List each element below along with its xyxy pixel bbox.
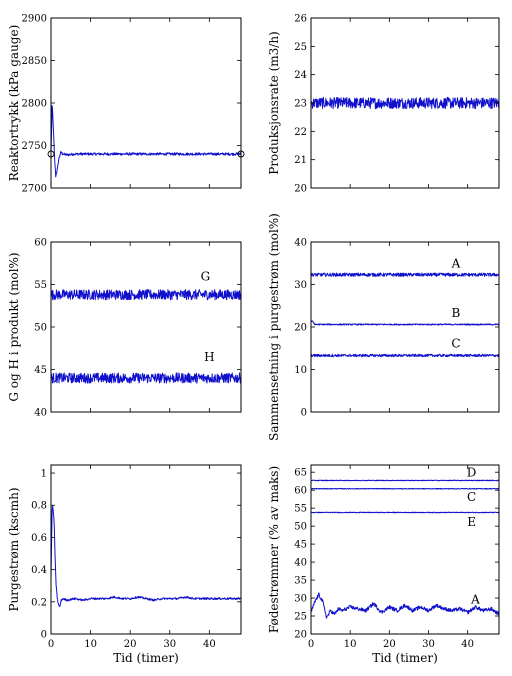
y-tick-label: 60	[294, 486, 307, 497]
x-tick-label: 30	[163, 639, 176, 650]
series-annotation-d: D	[467, 466, 477, 480]
y-tick-label: 35	[294, 576, 307, 587]
y-tick-label: 40	[34, 408, 47, 419]
y-tick-label: 20	[294, 323, 307, 334]
y-tick-label: 40	[294, 238, 307, 249]
chart-panel-4: 0 10 20 30 40 Sammensetning i purgestrøm (mol…	[267, 213, 500, 441]
y-tick-label: 55	[34, 280, 47, 291]
x-tick-label: 20	[383, 639, 396, 650]
plot-area-frame	[50, 464, 242, 635]
y-tick-label: 60	[34, 238, 47, 249]
x-tick-label: 40	[203, 639, 216, 650]
series-line-1	[310, 96, 500, 110]
plot-area-frame	[50, 17, 242, 189]
y-tick-label: 25	[294, 612, 307, 623]
series-line-1	[50, 105, 242, 178]
y-axis-label: Sammensetning i purgestrøm (mol%)	[267, 213, 281, 441]
series-line-1	[50, 505, 242, 608]
y-tick-label: 21	[294, 155, 307, 166]
series-annotation-g: G	[201, 269, 211, 283]
series-annotation-b: B	[452, 306, 461, 320]
y-tick-label: 50	[294, 522, 307, 533]
x-tick-label: 30	[422, 639, 435, 650]
y-tick-label: 1	[41, 469, 47, 480]
y-tick-label: 30	[294, 594, 307, 605]
y-tick-label: 40	[294, 558, 307, 569]
series-line-b	[310, 320, 500, 326]
series-annotation-a: A	[451, 257, 461, 271]
y-tick-label: 2800	[22, 99, 47, 110]
y-tick-label: 50	[34, 323, 47, 334]
x-tick-label: 10	[344, 639, 357, 650]
series-annotation-h: H	[204, 350, 214, 364]
y-tick-label: 10	[294, 365, 307, 376]
series-line-a	[310, 272, 500, 277]
series-annotation-a: A	[470, 592, 480, 606]
y-tick-label: 20	[294, 184, 307, 195]
y-tick-label: 2750	[22, 141, 47, 152]
chart-panel-6: 20 25 30 35 40 45 50 55 60 65 0 10 20 30 40 Fødestrømme…	[267, 464, 500, 665]
series-line-c	[310, 487, 500, 490]
y-tick-label: 0	[41, 630, 47, 641]
y-tick-label: 20	[294, 630, 307, 641]
plot-area-frame	[310, 241, 500, 413]
y-tick-label: 0.4	[31, 565, 47, 576]
x-tick-label: 40	[461, 639, 474, 650]
y-tick-label: 30	[294, 280, 307, 291]
y-tick-label: 0.8	[31, 501, 47, 512]
series-line-e	[310, 511, 500, 514]
y-axis-label: Fødestrømmer (% av maks)	[267, 466, 281, 633]
y-tick-label: 26	[294, 14, 307, 25]
chart-panel-3: 40 45 50 55 60 G og H i produkt (mol%) G H	[7, 238, 242, 419]
series-annotation-c: C	[467, 490, 476, 504]
series-line-h	[50, 372, 242, 384]
y-axis-label: Reaktortrykk (kPa gauge)	[7, 25, 21, 182]
y-tick-label: 55	[294, 504, 307, 515]
y-tick-label: 24	[294, 70, 307, 81]
series-line-g	[50, 289, 242, 301]
y-tick-label: 2850	[22, 56, 47, 67]
x-tick-label: 0	[308, 639, 314, 650]
series-annotation-c: C	[451, 336, 460, 350]
y-tick-label: 23	[294, 99, 307, 110]
y-tick-label: 2700	[22, 184, 47, 195]
x-tick-label: 10	[84, 639, 97, 650]
y-tick-label: 45	[34, 365, 47, 376]
x-axis-label: Tid (timer)	[113, 651, 179, 665]
series-line-a	[310, 592, 500, 619]
plot-area-frame	[310, 464, 500, 635]
y-tick-label: 25	[294, 42, 307, 53]
y-tick-label: 0.6	[31, 533, 47, 544]
series-line-c	[310, 353, 500, 358]
series-annotation-e: E	[467, 515, 476, 529]
x-tick-label: 20	[124, 639, 137, 650]
series-line-d	[310, 479, 500, 482]
y-axis-label: Produksjonsrate (m3/h)	[267, 31, 281, 174]
x-tick-label: 0	[48, 639, 54, 650]
y-tick-label: 45	[294, 540, 307, 551]
y-tick-label: 0.2	[31, 597, 47, 608]
chart-panel-2: 20 21 22 23 24 25 26 Produksjonsrate (m3/h)	[267, 14, 500, 195]
y-tick-label: 22	[294, 127, 307, 138]
y-tick-label: 0	[301, 408, 307, 419]
plot-area-frame	[50, 241, 242, 413]
y-tick-label: 2900	[22, 14, 47, 25]
y-axis-label: Purgestrøm (kscmh)	[7, 487, 21, 611]
y-tick-label: 65	[294, 468, 307, 479]
y-axis-label: G og H i produkt (mol%)	[7, 252, 21, 401]
x-axis-label: Tid (timer)	[372, 651, 438, 665]
